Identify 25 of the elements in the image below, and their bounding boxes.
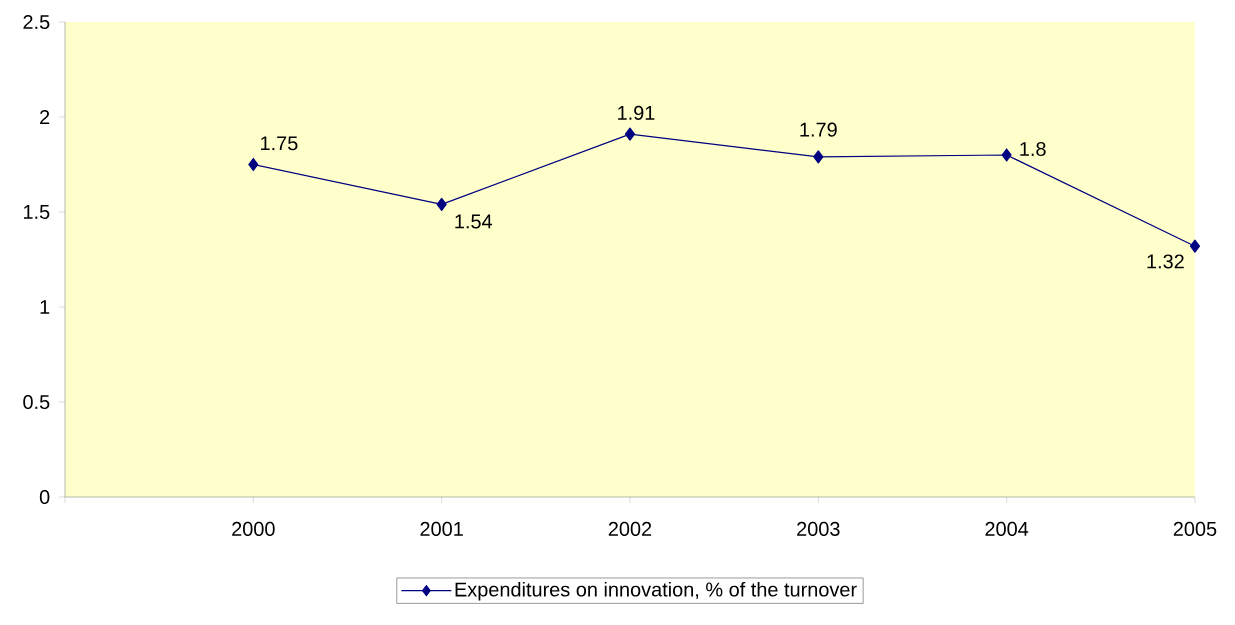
y-tick-label: 1.5: [23, 205, 50, 219]
x-tick-label: 2005: [1173, 521, 1217, 536]
data-label: 1.54: [455, 214, 493, 229]
x-tick-label: 2004: [985, 521, 1029, 536]
point: [1189, 239, 1201, 253]
data-label: 1.32: [1147, 254, 1184, 269]
point: [1001, 148, 1012, 162]
legend-label: Expenditures on innovation, % of the turnover: [455, 581, 857, 601]
y-tick-label: 0.5: [23, 394, 50, 410]
y-tick-label: 2: [40, 110, 50, 124]
point: [248, 157, 259, 172]
x-tick-label: 2002: [608, 521, 652, 536]
point: [624, 127, 636, 141]
point: [436, 197, 447, 211]
data-label: 1.91: [618, 105, 655, 120]
point: [813, 150, 824, 164]
x-tick-label: 2001: [420, 521, 463, 536]
data-label: 1.79: [800, 122, 837, 137]
y-tick-label: 0: [39, 489, 50, 505]
x-tick-label: 2003: [797, 521, 840, 536]
y-tick-label: 1: [40, 300, 50, 314]
x-tick-label: 2000: [232, 521, 275, 536]
data-label: 1.8: [1020, 141, 1046, 157]
data-label: 1.75: [261, 136, 298, 151]
y-tick-label: 2.5: [23, 14, 50, 30]
